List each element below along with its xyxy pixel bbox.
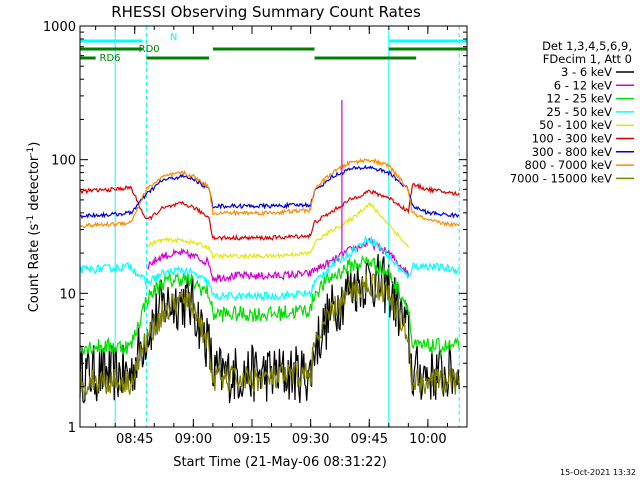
- y-tick-label-1: 1: [68, 421, 76, 436]
- series-line-300-800-kev: [79, 164, 460, 220]
- legend-label-300-800-kev: 300 - 800 keV: [532, 145, 612, 159]
- legend-label-100-300-kev: 100 - 300 keV: [532, 132, 612, 146]
- series-line-7000-15000-kev: [79, 273, 460, 396]
- plot-frame: [79, 25, 468, 428]
- chart-title: RHESSI Observing Summary Count Rates: [111, 3, 421, 21]
- legend-label-12-25-kev: 12 - 25 keV: [546, 92, 612, 106]
- series-line-6-12-kev: [146, 237, 409, 284]
- date-stamp: 15-Oct-2021 13:32: [560, 468, 636, 477]
- series-line-12-25-kev: [79, 254, 460, 357]
- y-tick-label-10: 10: [59, 287, 76, 302]
- x-tick-label-09-30: 09:30: [292, 432, 329, 447]
- y-tick-label-1000: 1000: [43, 20, 76, 35]
- x-tick-label-09-15: 09:15: [233, 432, 270, 447]
- plot-area: N RD0 RD6: [79, 26, 467, 427]
- y-axis-label: Count Rate (s-1 detector-1): [26, 142, 42, 313]
- x-tick-label-08-45: 08:45: [116, 432, 153, 447]
- legend-header-line-1: Det 1,3,4,5,6,9,: [542, 39, 632, 53]
- series-line-100-300-kev: [79, 182, 460, 242]
- series-line-800-7000-kev: [79, 157, 460, 229]
- legend-label-800-7000-kev: 800 - 7000 keV: [524, 158, 612, 172]
- legend-label-25-50-kev: 25 - 50 keV: [546, 105, 612, 119]
- axes: 08:45 09:00 09:15 09:30 09:45 10:00 1 10 100 1000: [43, 20, 467, 447]
- state-bar-label-rd6: RD6: [100, 53, 121, 64]
- state-bar-label-n: N: [170, 32, 177, 43]
- series-line-25-50-kev: [79, 235, 460, 303]
- x-tick-label-10-00: 10:00: [409, 432, 446, 447]
- x-axis-label: Start Time (21-May-06 08:31:22): [173, 455, 387, 470]
- legend-label-7000-15000-kev: 7000 - 15000 keV: [510, 171, 612, 185]
- x-tick-label-09-00: 09:00: [175, 432, 212, 447]
- legend-header-line-2: FDecim 1, Att 0: [543, 52, 632, 66]
- series-line-50-100-kev: [146, 201, 409, 260]
- legend-label-50-100-kev: 50 - 100 keV: [539, 118, 612, 132]
- y-tick-label-100: 100: [51, 154, 76, 169]
- x-tick-label-09-45: 09:45: [351, 432, 388, 447]
- legend-label-3-6-kev: 3 - 6 keV: [561, 65, 612, 79]
- state-bar-label-rd0: RD0: [139, 44, 160, 55]
- legend-label-6-12-kev: 6 - 12 keV: [554, 78, 612, 92]
